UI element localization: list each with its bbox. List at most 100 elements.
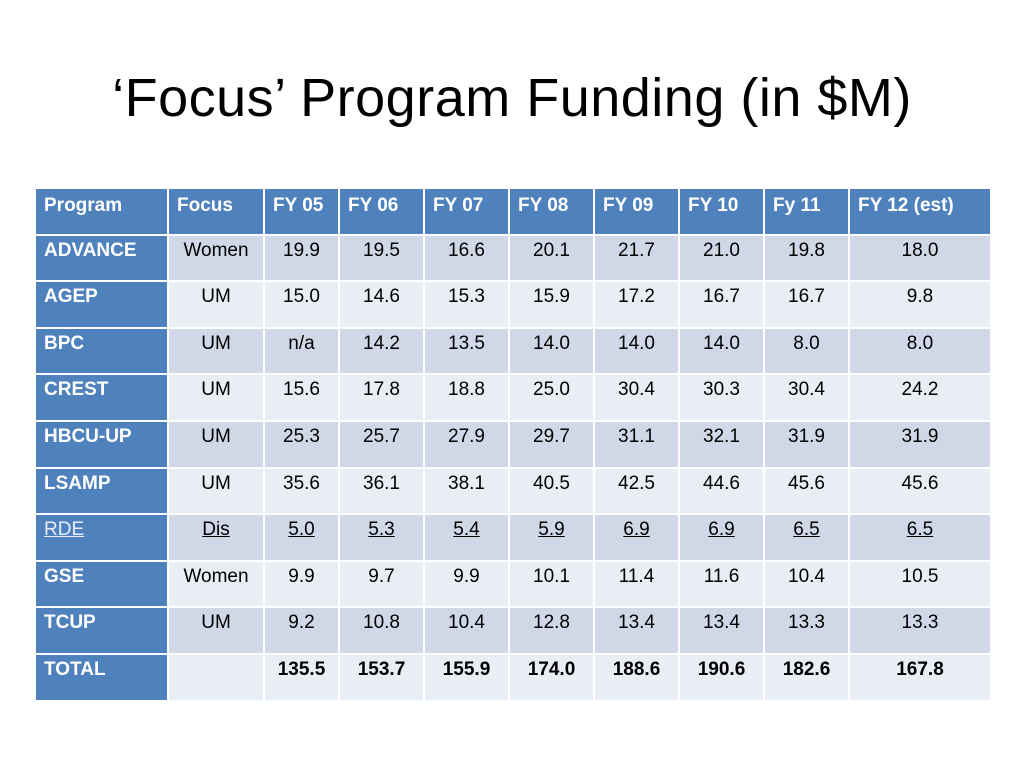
funding-value: 167.8: [896, 658, 944, 680]
program-name: LSAMP: [44, 472, 111, 494]
column-header: FY 12 (est): [848, 187, 992, 236]
funding-value: 20.1: [533, 239, 570, 261]
funding-value-cell: 44.6: [678, 466, 765, 516]
funding-value: 44.6: [703, 472, 740, 494]
funding-value: 25.7: [363, 425, 400, 447]
funding-value-cell: 25.3: [263, 419, 340, 469]
funding-value: 32.1: [703, 425, 740, 447]
funding-value-cell: 14.2: [338, 326, 425, 376]
program-name: GSE: [44, 565, 85, 587]
funding-value-cell: 16.7: [678, 280, 765, 329]
funding-value: 182.6: [782, 658, 831, 680]
funding-value: 13.4: [703, 612, 740, 634]
funding-value: 30.4: [788, 379, 825, 401]
program-name: AGEP: [44, 286, 98, 308]
funding-value-cell: 12.8: [508, 606, 595, 655]
funding-value-cell: 31.9: [763, 419, 850, 469]
funding-value: 14.0: [618, 332, 655, 354]
funding-value-cell: 13.3: [848, 606, 992, 655]
funding-value: 13.4: [618, 612, 655, 634]
program-name-cell: GSE: [34, 559, 169, 609]
funding-value-cell: 15.9: [508, 280, 595, 329]
table-row: AGEP UM 15.0 14.6 15.3 15.9 17.2 16.7 16.7 9.8: [34, 280, 992, 329]
funding-value-cell: 5.3: [338, 513, 425, 562]
funding-value-cell: 31.1: [593, 419, 680, 469]
funding-value: 174.0: [527, 658, 576, 680]
funding-value: 14.2: [363, 332, 400, 354]
funding-value: n/a: [288, 332, 315, 354]
funding-value-cell: 14.0: [593, 326, 680, 376]
funding-value: 30.3: [703, 379, 740, 401]
funding-value: 190.6: [697, 658, 746, 680]
funding-value: 14.0: [533, 332, 570, 354]
funding-value: 42.5: [618, 472, 655, 494]
funding-value: 5.4: [453, 519, 480, 541]
funding-value-cell: 32.1: [678, 419, 765, 469]
column-header: Program: [34, 187, 169, 236]
funding-value: 29.7: [533, 425, 570, 447]
program-name: CREST: [44, 379, 109, 401]
funding-value: 10.4: [788, 565, 825, 587]
funding-value: 31.9: [788, 425, 825, 447]
funding-value: 10.1: [533, 565, 570, 587]
focus-cell: UM: [167, 606, 265, 655]
funding-value: 12.8: [533, 612, 570, 634]
program-name-cell: ADVANCE: [34, 233, 169, 283]
focus-cell: UM: [167, 466, 265, 516]
funding-value: 11.6: [703, 565, 740, 587]
funding-value-cell: 11.6: [678, 559, 765, 609]
focus-value: Women: [183, 565, 249, 587]
table-row: TOTAL 135.5 153.7 155.9 174.0 188.6 190.6 182.6…: [34, 652, 992, 702]
funding-value-cell: 135.5: [263, 652, 340, 702]
funding-value-cell: 5.4: [423, 513, 510, 562]
table-row: GSE Women 9.9 9.7 9.9 10.1 11.4 11.6 10.4 10.5: [34, 559, 992, 609]
funding-value: 30.4: [618, 379, 655, 401]
funding-value-cell: 10.4: [423, 606, 510, 655]
funding-value-cell: 9.2: [263, 606, 340, 655]
funding-value: 16.6: [448, 239, 485, 261]
table-row: RDE Dis 5.0 5.3 5.4 5.9 6.9 6.9 6.5 6.5: [34, 513, 992, 562]
funding-value-cell: 8.0: [848, 326, 992, 376]
funding-value-cell: 18.0: [848, 233, 992, 283]
funding-value: 155.9: [442, 658, 491, 680]
focus-value: UM: [201, 472, 231, 494]
funding-value-cell: 6.9: [678, 513, 765, 562]
funding-value-cell: 40.5: [508, 466, 595, 516]
funding-value-cell: 20.1: [508, 233, 595, 283]
funding-value: 9.7: [368, 565, 395, 587]
focus-cell: UM: [167, 280, 265, 329]
funding-value: 21.7: [618, 239, 655, 261]
funding-value: 16.7: [788, 286, 825, 308]
funding-value-cell: 19.9: [263, 233, 340, 283]
program-link[interactable]: RDE: [44, 519, 85, 541]
funding-value: 19.9: [283, 239, 320, 261]
funding-value-cell: 30.3: [678, 373, 765, 422]
funding-value-cell: 5.0: [263, 513, 340, 562]
program-name: BPC: [44, 332, 85, 354]
funding-value-cell: 15.0: [263, 280, 340, 329]
program-name-cell[interactable]: RDE: [34, 513, 169, 562]
column-header: Focus: [167, 187, 265, 236]
focus-cell: UM: [167, 326, 265, 376]
funding-value: 40.5: [533, 472, 570, 494]
funding-value-cell: 25.7: [338, 419, 425, 469]
funding-value-cell: 18.8: [423, 373, 510, 422]
funding-value-cell: 17.8: [338, 373, 425, 422]
focus-cell: UM: [167, 373, 265, 422]
table-row: HBCU-UP UM 25.3 25.7 27.9 29.7 31.1 32.1 31.9 31.…: [34, 419, 992, 469]
column-header: FY 10: [678, 187, 765, 236]
funding-value: 6.9: [708, 519, 735, 541]
column-header: Fy 11: [763, 187, 850, 236]
table-row: CREST UM 15.6 17.8 18.8 25.0 30.4 30.3 30.4 24.2: [34, 373, 992, 422]
funding-value: 13.5: [448, 332, 485, 354]
funding-value: 16.7: [703, 286, 740, 308]
column-header: FY 09: [593, 187, 680, 236]
funding-value: 8.0: [793, 332, 820, 354]
funding-value: 14.0: [703, 332, 740, 354]
funding-value-cell: 182.6: [763, 652, 850, 702]
column-header: FY 07: [423, 187, 510, 236]
funding-value: 19.5: [363, 239, 400, 261]
funding-value-cell: 17.2: [593, 280, 680, 329]
funding-value: 15.0: [283, 286, 320, 308]
program-name-cell: TCUP: [34, 606, 169, 655]
